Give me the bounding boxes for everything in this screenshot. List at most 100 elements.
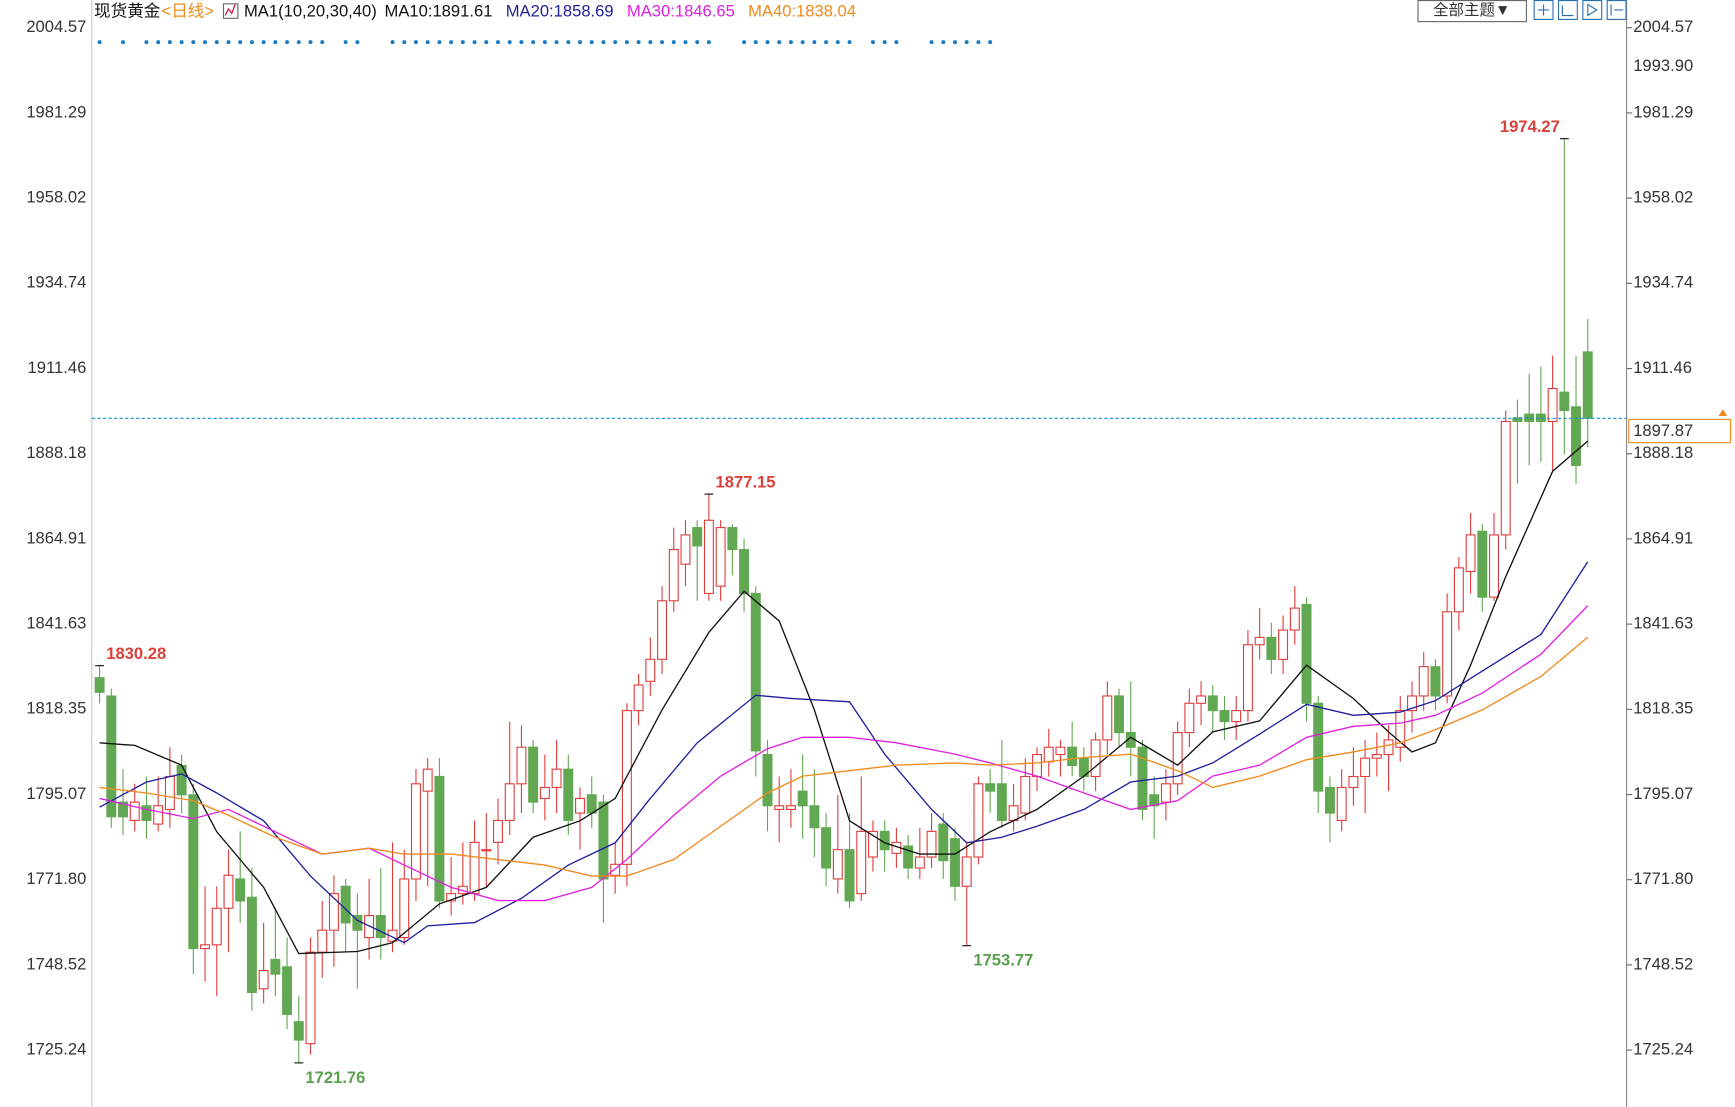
candle-body <box>1289 607 1300 631</box>
candle-body <box>1360 757 1371 778</box>
event-dot <box>847 40 852 45</box>
event-dot <box>355 40 360 45</box>
event-dot <box>976 40 981 45</box>
extreme-label: 1753.77 <box>973 951 1033 970</box>
candle-body <box>727 527 738 551</box>
candle-body <box>1137 746 1148 810</box>
candle-body <box>668 549 679 602</box>
event-dot <box>484 40 489 45</box>
event-dot <box>964 40 969 45</box>
y-tick-label-right: 1771.80 <box>1633 869 1693 888</box>
candle-body <box>305 951 316 1045</box>
candle-body <box>762 753 773 807</box>
candle-body <box>164 775 175 810</box>
event-dot <box>285 40 290 45</box>
candle-body <box>1512 417 1523 423</box>
event-dot <box>179 40 184 45</box>
candle-body <box>1008 805 1019 821</box>
event-dot <box>765 40 770 45</box>
event-dot <box>296 40 301 45</box>
candle-body <box>293 1021 304 1041</box>
candle-body <box>1324 786 1335 814</box>
candle-body <box>1559 391 1570 412</box>
candle-body <box>715 527 726 587</box>
candle-body <box>211 907 222 946</box>
y-tick-label: 1771.80 <box>26 869 86 888</box>
candle-body <box>610 863 621 876</box>
event-dot <box>437 40 442 45</box>
candle-body <box>223 874 234 909</box>
candle-body <box>141 805 152 821</box>
candle-body <box>1477 530 1488 598</box>
candle-body <box>950 838 960 887</box>
candles <box>94 138 1593 1063</box>
y-tick-label: 1725.24 <box>26 1039 86 1058</box>
candle-body <box>1301 603 1312 704</box>
candle-body <box>973 783 984 858</box>
candle-body <box>1090 739 1101 778</box>
candle-body <box>575 797 585 814</box>
y-tick-label-right: 1841.63 <box>1633 613 1693 632</box>
candle-body <box>129 801 140 821</box>
candle-body <box>200 944 211 950</box>
event-dot <box>343 40 348 45</box>
candle-body <box>1371 753 1382 759</box>
event-dot <box>578 40 583 45</box>
candle-body <box>914 856 925 869</box>
theme-button-label[interactable]: 全部主题▼ <box>1433 1 1510 19</box>
candle-body <box>528 746 539 803</box>
extreme-label: 1830.28 <box>106 644 166 663</box>
tool-icon[interactable] <box>1582 0 1603 20</box>
candle-body <box>188 794 199 950</box>
candle-body <box>563 768 574 821</box>
candle-body <box>1489 534 1499 598</box>
candle-body <box>1313 702 1324 792</box>
event-dot <box>507 40 512 45</box>
event-dot <box>742 40 747 45</box>
event-dot <box>472 40 477 45</box>
candle-body <box>1067 746 1078 767</box>
candle-body <box>633 684 644 712</box>
candle-body <box>856 830 867 895</box>
candle-body <box>774 805 785 810</box>
candle-body <box>469 841 480 895</box>
price-box <box>1628 418 1732 444</box>
event-dot <box>812 40 817 45</box>
candle-body <box>375 915 386 939</box>
y-tick-label-right: 2004.57 <box>1633 17 1693 36</box>
event-dot <box>695 40 700 45</box>
candle-body <box>317 929 328 953</box>
event-dot <box>753 40 758 45</box>
y-tick-label: 1748.52 <box>26 954 86 973</box>
candle-body <box>1442 611 1453 697</box>
candle-body <box>422 768 433 792</box>
candle-body <box>1547 387 1558 423</box>
event-dot <box>390 40 395 45</box>
event-dot <box>601 40 606 45</box>
event-dot <box>519 40 524 45</box>
event-dot <box>97 40 102 45</box>
y-tick-label: 1958.02 <box>26 187 86 206</box>
event-dot <box>203 40 208 45</box>
period-label: <日线> <box>162 2 215 21</box>
y-tick-label-right: 1725.24 <box>1633 1039 1693 1058</box>
event-dot <box>683 40 688 45</box>
legend-entry: MA20:1858.69 <box>506 2 614 21</box>
price-arrow <box>1718 409 1728 417</box>
y-tick-label-right: 1888.18 <box>1633 443 1693 462</box>
event-dot <box>425 40 430 45</box>
event-dot <box>636 40 641 45</box>
candle-body <box>246 896 257 993</box>
event-dot <box>308 40 313 45</box>
candle-body <box>106 695 117 818</box>
extreme-label: 1877.15 <box>716 472 776 491</box>
y-tick-label: 1818.35 <box>26 699 86 718</box>
candle-body <box>797 790 808 807</box>
theme-button[interactable] <box>1417 0 1527 23</box>
candle-body <box>282 966 293 1015</box>
candle-body <box>118 801 129 818</box>
tool-icon[interactable] <box>1557 0 1578 20</box>
tool-glyph <box>1538 3 1624 17</box>
candle-body <box>867 830 878 858</box>
